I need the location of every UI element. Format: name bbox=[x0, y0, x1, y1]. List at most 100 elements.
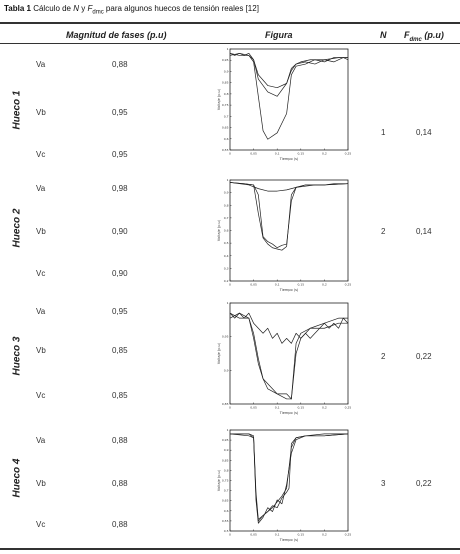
x-tick-label: 0,1 bbox=[275, 283, 280, 287]
phase-value: 0,88 bbox=[112, 479, 128, 488]
y-tick-label: 0,5 bbox=[224, 241, 229, 245]
x-tick-label: 0,05 bbox=[250, 283, 257, 287]
phase-value: 0,90 bbox=[112, 227, 128, 236]
table-caption: Tabla 1 Cálculo de N y Fdmc para algunos… bbox=[4, 4, 259, 16]
phase-name: Vb bbox=[36, 479, 46, 488]
y-tick-label: 0,85 bbox=[222, 458, 229, 462]
y-tick-label: 0,7 bbox=[224, 489, 229, 493]
y-tick-label: 1 bbox=[227, 178, 229, 182]
y-tick-label: 0,75 bbox=[222, 103, 229, 107]
y-axis-title: Voltaje (p.u) bbox=[217, 219, 221, 241]
phase-name: Vb bbox=[36, 108, 46, 117]
y-tick-label: 1 bbox=[227, 47, 229, 51]
fdmc-value: 0,14 bbox=[416, 128, 432, 137]
phase-value: 0,88 bbox=[112, 60, 128, 69]
phase-voltage-line-1 bbox=[229, 312, 349, 344]
phase-value: 0,95 bbox=[112, 150, 128, 159]
row-label-hueco-3: Hueco 3 bbox=[11, 336, 23, 376]
n-value: 2 bbox=[381, 352, 386, 361]
phase-name: Va bbox=[36, 184, 46, 193]
x-tick-label: 0,15 bbox=[297, 152, 304, 156]
y-tick-label: 0,9 bbox=[224, 69, 229, 73]
y-tick-label: 0,4 bbox=[224, 254, 229, 258]
header-magnitud: Magnitud de fases (p.u) bbox=[66, 30, 167, 40]
x-tick-label: 0,1 bbox=[275, 152, 280, 156]
y-tick-label: 0,85 bbox=[222, 81, 229, 85]
y-tick-label: 0,9 bbox=[224, 191, 229, 195]
y-tick-label: 0,9 bbox=[224, 448, 229, 452]
x-tick-label: 0,15 bbox=[297, 406, 304, 410]
header-f-symbol: F bbox=[404, 30, 410, 40]
voltage-sag-plot-1: 0 0,05 0,1 0,15 0,2 0,25 1 0,95 0,9 0,85 0,8 0,75 0,… bbox=[216, 46, 352, 162]
y-tick-label: 0,8 bbox=[224, 92, 229, 96]
phase-name: Vb bbox=[36, 346, 46, 355]
x-tick-label: 0,25 bbox=[345, 406, 352, 410]
plot-frame bbox=[229, 429, 349, 532]
n-value: 3 bbox=[381, 479, 386, 488]
header-figura: Figura bbox=[265, 30, 293, 40]
y-tick-label: 0,9 bbox=[224, 368, 229, 372]
fdmc-value: 0,22 bbox=[416, 479, 432, 488]
y-tick-label: 0,8 bbox=[224, 468, 229, 472]
y-tick-label: 0,55 bbox=[222, 519, 229, 523]
header-f-subscript: dmc bbox=[409, 36, 422, 43]
n-value: 1 bbox=[381, 128, 386, 137]
row-label-hueco-2: Hueco 2 bbox=[11, 208, 23, 248]
plot-frame bbox=[229, 179, 349, 282]
y-tick-label: 1 bbox=[227, 301, 229, 305]
x-tick-label: 0,05 bbox=[250, 406, 257, 410]
x-tick-label: 0,15 bbox=[297, 533, 304, 537]
fdmc-value: 0,22 bbox=[416, 352, 432, 361]
y-axis-title: Voltaje (p.u) bbox=[217, 469, 221, 491]
phase-name: Vc bbox=[36, 150, 46, 159]
header-rule bbox=[0, 43, 460, 44]
plot-svg: 0 0,05 0,1 0,15 0,2 0,25 1 0,9 0,8 0,7 0,6 0,5 0,4 0,… bbox=[217, 178, 352, 292]
y-tick-label: 0,6 bbox=[224, 229, 229, 233]
x-tick-label: 0,2 bbox=[322, 152, 327, 156]
y-tick-label: 0,65 bbox=[222, 126, 229, 130]
phase-voltage-line-3 bbox=[229, 433, 349, 522]
y-tick-label: 0,6 bbox=[224, 137, 229, 141]
caption-text: Cálculo de bbox=[30, 4, 74, 13]
x-axis-title: Tiempo (s) bbox=[279, 288, 299, 292]
x-tick-label: 0,2 bbox=[322, 533, 327, 537]
x-tick-label: 0,05 bbox=[250, 152, 257, 156]
phase-value: 0,85 bbox=[112, 346, 128, 355]
y-tick-label: 1 bbox=[227, 428, 229, 432]
x-tick-label: 0,25 bbox=[345, 152, 352, 156]
caption-text: y bbox=[79, 4, 88, 13]
y-axis-title: Voltaje (p.u) bbox=[217, 342, 221, 364]
row-label-hueco-4: Hueco 4 bbox=[11, 458, 23, 498]
x-axis-title: Tiempo (s) bbox=[279, 538, 299, 542]
y-tick-label: 0,95 bbox=[222, 438, 229, 442]
x-tick-label: 0,2 bbox=[322, 406, 327, 410]
caption-n-symbol: N bbox=[73, 4, 80, 13]
y-tick-label: 0,75 bbox=[222, 479, 229, 483]
x-tick-label: 0,15 bbox=[297, 283, 304, 287]
caption-label: Tabla 1 bbox=[4, 4, 31, 13]
plot-frame bbox=[229, 48, 349, 151]
y-tick-label: 0,7 bbox=[224, 114, 229, 118]
phase-name: Va bbox=[36, 60, 46, 69]
y-tick-label: 0,65 bbox=[222, 499, 229, 503]
y-axis-title: Voltaje (p.u) bbox=[217, 88, 221, 110]
phase-value: 0,98 bbox=[112, 184, 128, 193]
x-axis-title: Tiempo (s) bbox=[279, 157, 299, 161]
header-f-unit: (p.u) bbox=[421, 30, 444, 40]
phase-value: 0,95 bbox=[112, 108, 128, 117]
x-tick-label: 0,25 bbox=[345, 283, 352, 287]
y-tick-label: 0,95 bbox=[222, 58, 229, 62]
phase-value: 0,88 bbox=[112, 436, 128, 445]
x-tick-label: 0,1 bbox=[275, 533, 280, 537]
phase-name: Vb bbox=[36, 227, 46, 236]
phase-name: Vc bbox=[36, 269, 46, 278]
y-tick-label: 0,2 bbox=[224, 279, 229, 283]
x-tick-label: 0,05 bbox=[250, 533, 257, 537]
x-tick-label: 0,25 bbox=[345, 533, 352, 537]
y-tick-label: 0,5 bbox=[224, 529, 229, 533]
y-tick-label: 0,7 bbox=[224, 216, 229, 220]
phase-value: 0,90 bbox=[112, 269, 128, 278]
x-tick-label: 0,1 bbox=[275, 406, 280, 410]
fdmc-value: 0,14 bbox=[416, 227, 432, 236]
phase-name: Va bbox=[36, 307, 46, 316]
